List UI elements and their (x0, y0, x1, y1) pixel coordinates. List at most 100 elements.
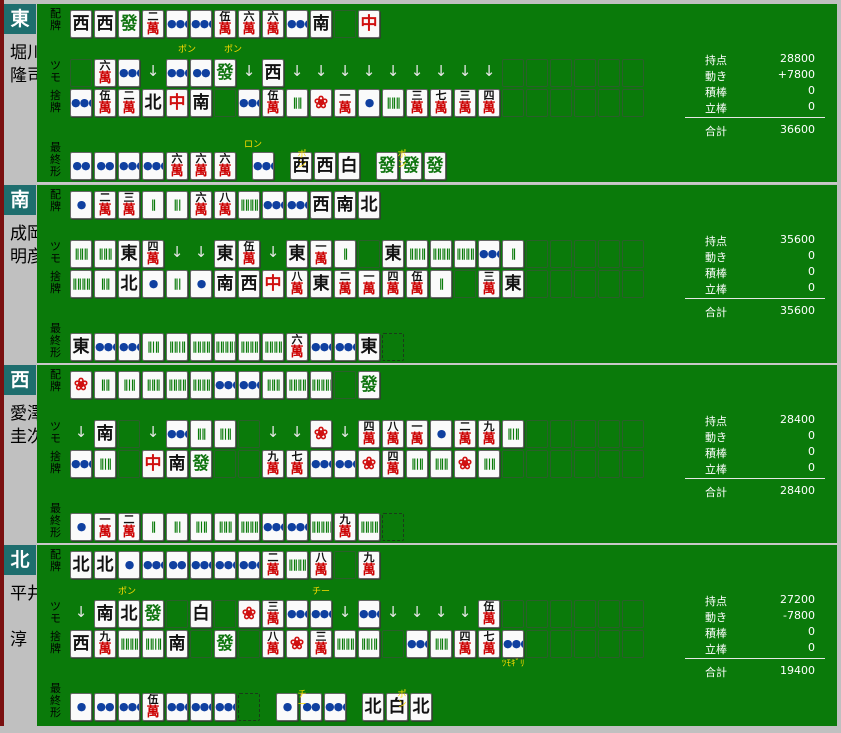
honor-tile[interactable]: 白 (190, 600, 212, 628)
bamboo-tile[interactable]: ‖‖‖ (430, 630, 452, 658)
character-tile[interactable]: 六萬 (190, 191, 212, 219)
honor-tile[interactable]: 南 (166, 630, 188, 658)
circle-tile[interactable]: ●●●●●● (310, 333, 332, 361)
honor-tile[interactable]: 發 (214, 59, 236, 87)
character-tile[interactable]: 二萬 (262, 551, 284, 579)
bamboo-tile[interactable]: ‖‖‖‖ (238, 333, 260, 361)
honor-tile[interactable]: 中 (166, 89, 188, 117)
character-tile[interactable]: 八萬 (214, 191, 236, 219)
honor-tile[interactable]: 西 (290, 152, 312, 180)
bamboo-tile[interactable]: ‖‖‖ (70, 240, 92, 268)
bamboo-tile[interactable]: ‖‖‖‖ (358, 513, 380, 541)
honor-tile[interactable]: 東 (358, 333, 380, 361)
honor-tile[interactable]: 發 (214, 630, 236, 658)
bamboo-tile[interactable]: ‖‖‖ (94, 240, 116, 268)
bamboo-tile[interactable]: ‖| (166, 191, 188, 219)
character-tile[interactable]: 九萬 (94, 630, 116, 658)
circle-tile[interactable]: ●●●●●● (190, 693, 212, 721)
bamboo-tile[interactable]: ‖‖‖ (142, 371, 164, 399)
character-tile[interactable]: 六萬 (94, 59, 116, 87)
circle-tile[interactable]: ●●●●●●●● (262, 191, 284, 219)
character-tile[interactable]: 九萬 (334, 513, 356, 541)
character-tile[interactable]: 六萬 (262, 10, 284, 38)
bamboo-tile[interactable]: ‖‖‖ (262, 371, 284, 399)
circle-tile[interactable]: ●●● (502, 630, 524, 658)
character-tile[interactable]: 二萬 (118, 89, 140, 117)
bamboo-tile[interactable]: ‖‖|‖ (406, 240, 428, 268)
honor-tile[interactable]: 南 (190, 89, 212, 117)
circle-tile[interactable]: ●●● (286, 600, 308, 628)
character-tile[interactable]: 四萬 (382, 270, 404, 298)
circle-tile[interactable]: ●●●● (166, 10, 188, 38)
character-tile[interactable]: 六萬 (286, 333, 308, 361)
character-tile[interactable]: 伍萬 (478, 600, 500, 628)
circle-tile[interactable]: ●●●●●● (190, 551, 212, 579)
honor-tile[interactable]: 南 (214, 270, 236, 298)
bamboo-tile[interactable]: ‖‖|‖ (166, 333, 188, 361)
honor-tile[interactable]: 白 (386, 693, 408, 721)
circle-tile[interactable]: ●●● (118, 693, 140, 721)
circle-tile[interactable]: ●●●●●●●● (286, 10, 308, 38)
flower-tile[interactable]: ❀ (238, 600, 260, 628)
circle-tile[interactable]: ●● (70, 152, 92, 180)
circle-tile[interactable]: ●●●●●●●● (214, 693, 236, 721)
honor-tile[interactable]: 北 (142, 89, 164, 117)
bamboo-tile[interactable]: ‖‖‖‖ (262, 333, 284, 361)
bamboo-tile[interactable]: ‖ (502, 240, 524, 268)
honor-tile[interactable]: 中 (358, 10, 380, 38)
honor-tile[interactable]: 南 (94, 600, 116, 628)
circle-tile[interactable]: ●●●● (142, 152, 164, 180)
circle-tile[interactable]: ●●● (252, 152, 274, 180)
character-tile[interactable]: 一萬 (94, 513, 116, 541)
honor-tile[interactable]: 西 (310, 191, 332, 219)
circle-tile[interactable]: ●●●●● (310, 450, 332, 478)
honor-tile[interactable]: 西 (94, 10, 116, 38)
honor-tile[interactable]: 發 (190, 450, 212, 478)
character-tile[interactable]: 四萬 (478, 89, 500, 117)
circle-tile[interactable]: ●●●● (118, 59, 140, 87)
circle-tile[interactable]: ●●●●●●● (238, 371, 260, 399)
circle-tile[interactable]: ●●●●● (166, 693, 188, 721)
circle-tile[interactable]: ● (358, 89, 380, 117)
character-tile[interactable]: 伍萬 (262, 89, 284, 117)
circle-tile[interactable]: ●●●●●● (166, 59, 188, 87)
bamboo-tile[interactable]: ‖‖ (94, 371, 116, 399)
character-tile[interactable]: 二萬 (454, 420, 476, 448)
honor-tile[interactable]: 白 (338, 152, 360, 180)
bamboo-tile[interactable]: ‖ (142, 513, 164, 541)
character-tile[interactable]: 三萬 (454, 89, 476, 117)
honor-tile[interactable]: 發 (424, 152, 446, 180)
bamboo-tile[interactable]: ‖‖‖ (382, 89, 404, 117)
character-tile[interactable]: 八萬 (262, 630, 284, 658)
bamboo-tile[interactable]: ‖ (142, 191, 164, 219)
honor-tile[interactable]: 北 (358, 191, 380, 219)
circle-tile[interactable]: ●●●●●●●● (238, 551, 260, 579)
circle-tile[interactable]: ●●●● (142, 551, 164, 579)
bamboo-tile[interactable]: ‖‖‖‖ (118, 630, 140, 658)
circle-tile[interactable]: ●● (94, 152, 116, 180)
circle-tile[interactable]: ●●●●●● (214, 371, 236, 399)
bamboo-tile[interactable]: ‖‖‖‖ (334, 630, 356, 658)
bamboo-tile[interactable]: ‖‖‖‖‖‖ (310, 513, 332, 541)
circle-tile[interactable]: ● (70, 513, 92, 541)
bamboo-tile[interactable]: ‖‖‖‖ (238, 513, 260, 541)
character-tile[interactable]: 六萬 (166, 152, 188, 180)
character-tile[interactable]: 八萬 (286, 270, 308, 298)
circle-tile[interactable]: ●●●●●●● (262, 513, 284, 541)
character-tile[interactable]: 一萬 (310, 240, 332, 268)
bamboo-tile[interactable]: ‖‖‖‖ (286, 551, 308, 579)
flower-tile[interactable]: ❀ (286, 630, 308, 658)
circle-tile[interactable]: ●● (166, 551, 188, 579)
character-tile[interactable]: 六萬 (190, 152, 212, 180)
character-tile[interactable]: 二萬 (118, 513, 140, 541)
bamboo-tile[interactable]: ‖| (166, 270, 188, 298)
bamboo-tile[interactable]: ‖‖‖‖ (430, 240, 452, 268)
bamboo-tile[interactable]: ‖|‖ (406, 450, 428, 478)
character-tile[interactable]: 七萬 (286, 450, 308, 478)
bamboo-tile[interactable]: ‖‖ (190, 420, 212, 448)
character-tile[interactable]: 八萬 (382, 420, 404, 448)
circle-tile[interactable]: ●● (300, 693, 322, 721)
character-tile[interactable]: 一萬 (334, 89, 356, 117)
bamboo-tile[interactable]: ‖|‖ (502, 420, 524, 448)
honor-tile[interactable]: 北 (362, 693, 384, 721)
